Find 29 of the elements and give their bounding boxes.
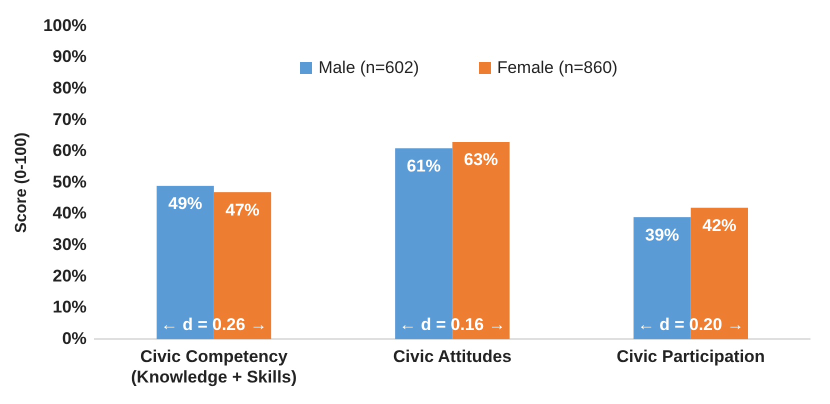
bar [395,148,452,340]
y-tick-label: 10% [52,298,87,317]
text: 39% [645,225,680,244]
y-tick-label: 70% [52,110,87,129]
bar [214,192,272,340]
text: 49% [168,194,202,214]
bar [156,186,214,340]
y-tick-label: 100% [43,16,87,35]
text: 61% [406,156,441,176]
x-tick-label: Civic Competency (Knowledge + Skills) [131,347,297,386]
y-tick-label: 20% [52,266,87,286]
y-tick-label: 50% [52,172,87,192]
x-tick-label: Civic Participation [616,347,765,366]
legend-label: Male (n=602) [318,58,420,78]
x-tick-label: Civic Attitudes [393,347,512,366]
y-tick-label: 0% [62,328,87,348]
y-tick-label: 80% [52,78,87,98]
y-tick-label: 90% [52,47,87,66]
y-tick-label: 40% [52,204,87,223]
legend-label: Female (n=860) [497,58,618,78]
y-tick-label: 30% [52,234,87,254]
text: 42% [702,216,736,235]
text: 63% [464,150,498,170]
bar [634,217,691,340]
bar [690,208,748,340]
y-axis-title: Score (0-100) [13,132,30,233]
y-tick-label: 60% [52,141,87,160]
text: 47% [225,200,260,220]
bar [452,142,510,340]
